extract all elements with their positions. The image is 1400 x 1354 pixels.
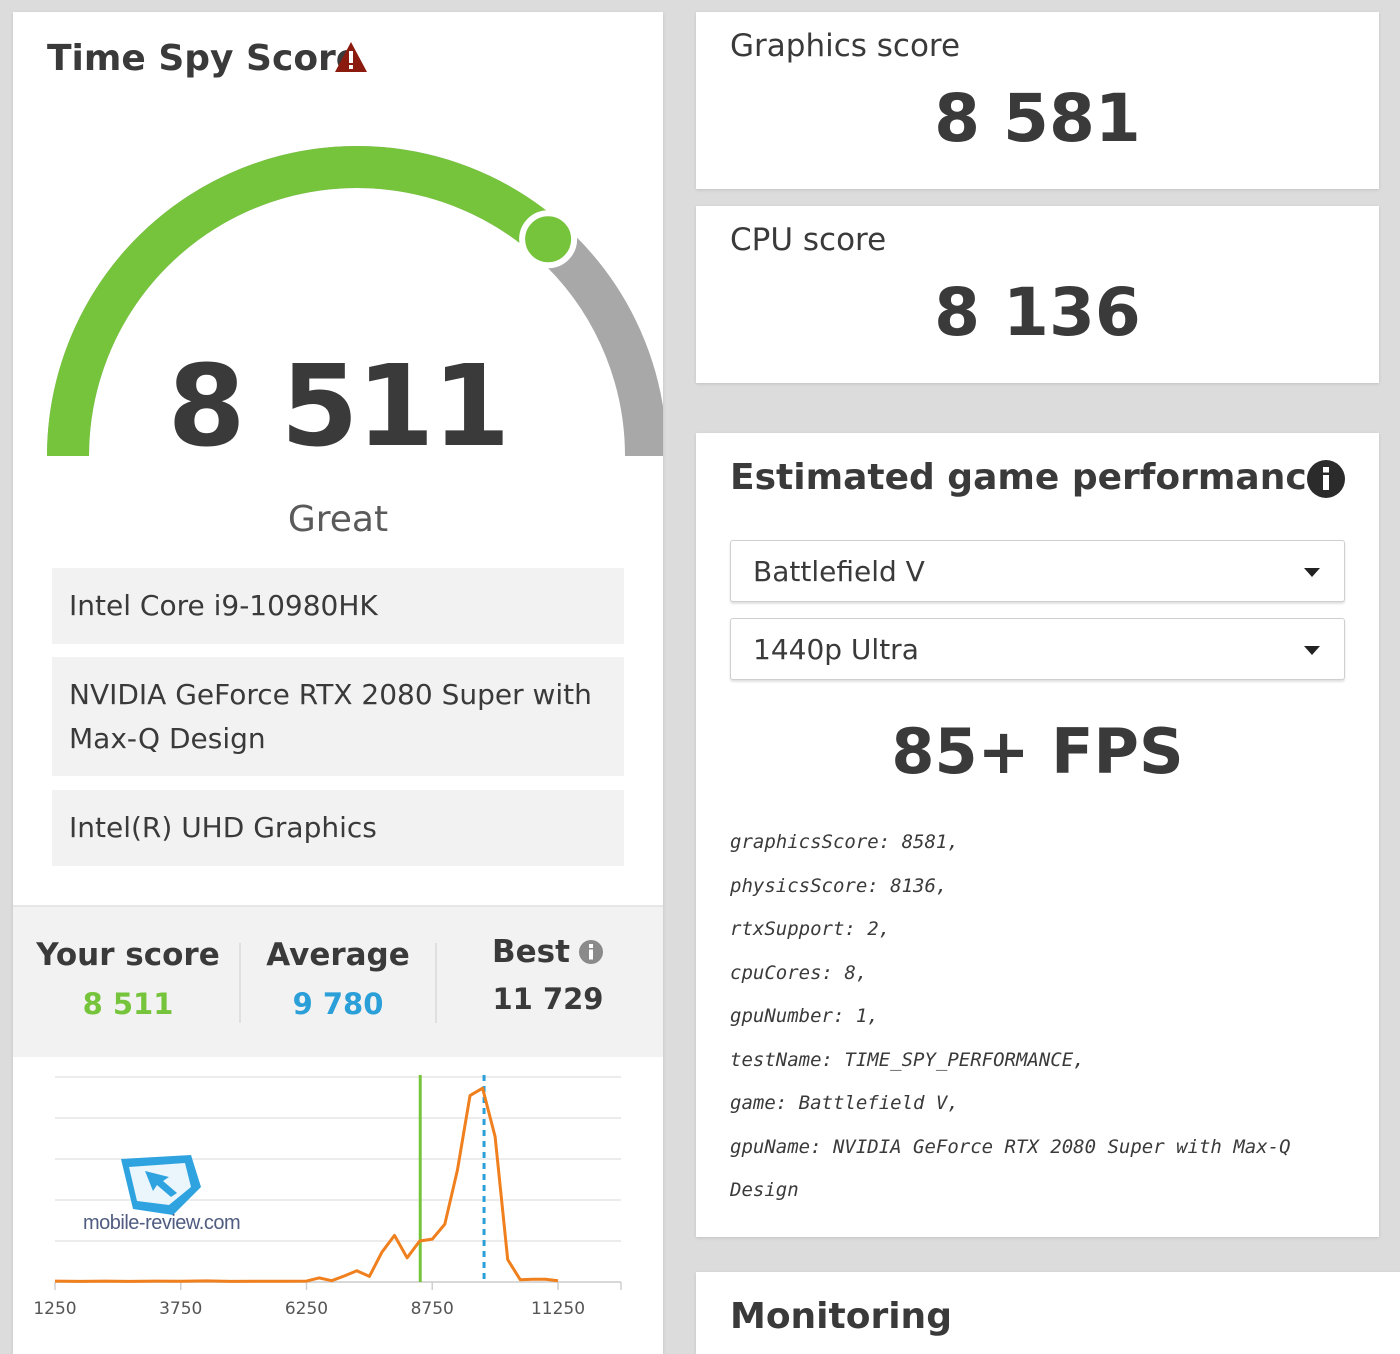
game-select[interactable]: Battlefield V <box>730 540 1345 602</box>
quality-select[interactable]: 1440p Ultra <box>730 618 1345 680</box>
hardware-gpu: NVIDIA GeForce RTX 2080 Super with Max-Q… <box>52 657 624 776</box>
your-score-value: 8 511 <box>82 987 174 1021</box>
graphics-score-label: Graphics score <box>730 28 961 64</box>
cpu-score-card: CPU score 8 136 <box>696 206 1379 383</box>
game-performance-card: Estimated game performance Battlefield V… <box>696 433 1379 1237</box>
best-label-wrap: Best <box>492 934 604 970</box>
average-label: Average <box>266 937 410 973</box>
hardware-gpu-label: NVIDIA GeForce RTX 2080 Super with Max-Q… <box>69 677 592 755</box>
average-stat: Average 9 780 <box>253 937 423 1021</box>
fps-estimate: 85+ FPS <box>891 715 1184 788</box>
monitoring-title: Monitoring <box>730 1296 952 1337</box>
detail-line: gpuNumber: 1, <box>730 1005 879 1027</box>
score-card-title: Time Spy Score <box>47 38 361 79</box>
cpu-score-label: CPU score <box>730 222 887 258</box>
best-value: 11 729 <box>492 982 604 1016</box>
graphics-score-value: 8 581 <box>934 80 1141 157</box>
graphics-score-card: Graphics score 8 581 <box>696 12 1379 189</box>
x-tick-label: 8750 <box>411 1299 454 1319</box>
average-value: 9 780 <box>292 987 384 1021</box>
x-tick-label: 6250 <box>285 1299 328 1319</box>
stat-divider <box>239 943 241 1023</box>
cpu-score-value: 8 136 <box>934 274 1141 351</box>
quality-select-value: 1440p Ultra <box>753 632 919 666</box>
hardware-igpu-label: Intel(R) UHD Graphics <box>69 811 377 844</box>
watermark-text: mobile-review.com <box>83 1212 241 1234</box>
divider <box>13 905 663 907</box>
gauge-progress <box>47 146 562 457</box>
game-select-value: Battlefield V <box>753 554 925 588</box>
detail-line: rtxSupport: 2, <box>730 918 891 940</box>
detail-line: physicsScore: 8136, <box>730 874 948 897</box>
monitoring-card: Monitoring <box>696 1272 1400 1354</box>
hardware-cpu-label: Intel Core i9-10980HK <box>69 589 378 622</box>
detail-line: game: Battlefield V, <box>730 1092 959 1114</box>
info-icon[interactable] <box>578 939 604 965</box>
your-score-stat: Your score 8 511 <box>33 937 223 1021</box>
gauge-knob <box>519 210 578 269</box>
game-performance-title: Estimated game performance <box>730 457 1332 498</box>
warning-icon[interactable] <box>333 40 369 74</box>
best-stat: Best 11 729 <box>463 934 633 1016</box>
info-icon[interactable] <box>1306 459 1346 499</box>
x-tick-label: 1250 <box>33 1299 76 1319</box>
distribution-line <box>54 1086 559 1283</box>
chevron-down-icon <box>1304 568 1320 577</box>
performance-details: graphicsScore: 8581, physicsScore: 8136,… <box>730 821 1350 1213</box>
best-label: Best <box>492 934 570 970</box>
time-spy-score-card: Time Spy Score 8 511 Great Intel Core i9… <box>13 12 663 1354</box>
detail-line: testName: TIME_SPY_PERFORMANCE, <box>730 1048 1085 1071</box>
detail-line: graphicsScore: 8581, <box>730 831 959 853</box>
score-comparison: Your score 8 511 Average 9 780 Best 11 7… <box>13 907 663 1057</box>
hardware-cpu: Intel Core i9-10980HK <box>52 568 624 644</box>
overall-score: 8 511 <box>167 342 511 472</box>
x-tick-label: 11250 <box>531 1299 585 1319</box>
score-gauge <box>47 146 663 457</box>
hardware-igpu: Intel(R) UHD Graphics <box>52 790 624 866</box>
score-rating: Great <box>287 499 389 540</box>
x-tick-label: 3750 <box>159 1299 202 1319</box>
detail-line: cpuCores: 8, <box>730 961 868 984</box>
watermark-logo <box>121 1155 201 1215</box>
your-score-label: Your score <box>36 937 220 973</box>
chevron-down-icon <box>1304 646 1320 655</box>
detail-line: gpuName: NVIDIA GeForce RTX 2080 Super w… <box>730 1135 1302 1202</box>
stat-divider <box>435 943 437 1023</box>
